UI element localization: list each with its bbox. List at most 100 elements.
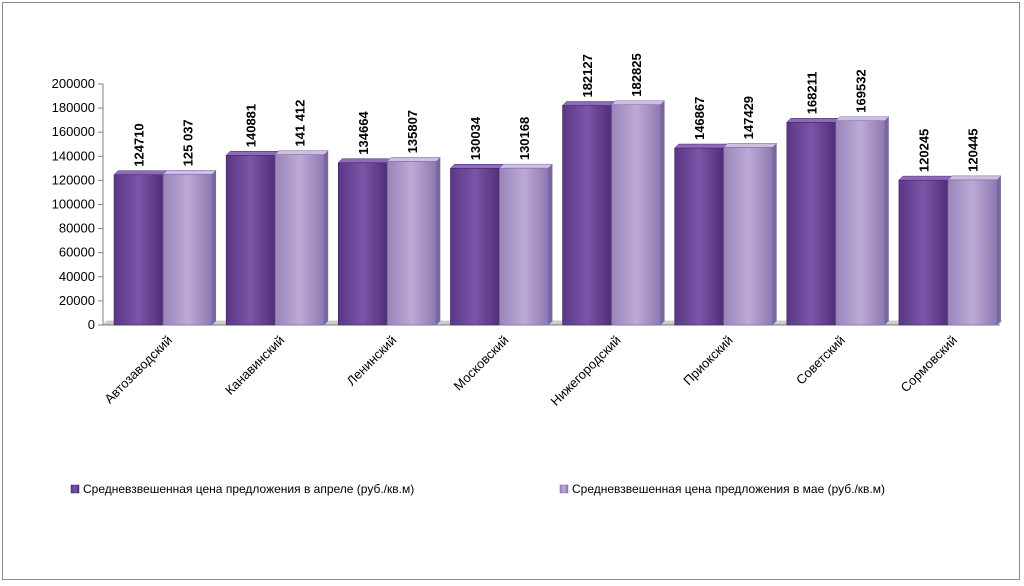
bar-side — [884, 116, 889, 325]
bar-top — [947, 175, 1002, 181]
x-tick-label: Автозаводский — [101, 333, 175, 407]
bar-front — [338, 162, 388, 326]
bar — [337, 158, 392, 326]
bar-top — [274, 150, 329, 155]
bar — [898, 175, 953, 326]
bar — [498, 163, 554, 326]
bar-top — [835, 116, 890, 121]
data-label: 125 037 — [181, 119, 196, 166]
bar-top — [610, 100, 666, 105]
y-tick-label: 120000 — [52, 172, 95, 187]
y-tick-label: 20000 — [59, 293, 95, 308]
bar-front — [947, 179, 998, 326]
bar-front — [611, 104, 661, 326]
x-tick-label: Советский — [793, 333, 848, 388]
x-axis: Автозаводский Канавинский Ленинский Московс… — [101, 333, 960, 409]
bar-front — [786, 122, 837, 326]
bar-front — [562, 105, 612, 326]
bar-front — [499, 167, 549, 326]
data-label: 120245 — [916, 129, 931, 172]
bar — [162, 170, 217, 326]
y-tick-label: 60000 — [59, 245, 95, 260]
bar-top — [225, 150, 280, 156]
bar-top — [786, 118, 841, 123]
bar-front — [274, 154, 325, 326]
bar — [386, 157, 441, 326]
data-label: 182127 — [580, 54, 595, 97]
bar-side — [996, 175, 1001, 325]
y-tick-label: 160000 — [52, 124, 95, 139]
data-label: 147429 — [741, 96, 756, 139]
data-label: 169532 — [853, 69, 868, 112]
y-tick-label: 180000 — [52, 100, 95, 115]
bar-front — [113, 174, 164, 326]
bar — [610, 100, 666, 326]
bar-front — [723, 147, 773, 326]
bar — [561, 101, 617, 326]
legend: Средневзвешенная цена предложения в апре… — [70, 482, 885, 496]
bar-side — [772, 143, 777, 325]
bar — [449, 164, 505, 326]
x-tick-label: Ленинский — [344, 333, 400, 389]
bar-side — [548, 164, 553, 325]
data-label: 130034 — [468, 116, 483, 160]
x-tick-label: Московский — [451, 333, 512, 394]
bar-top — [337, 158, 392, 163]
bar-top — [723, 143, 778, 148]
x-tick-label: Нижегородский — [548, 333, 624, 409]
data-label: 168211 — [804, 72, 819, 115]
bars-group — [113, 100, 1002, 326]
data-label: 141 412 — [293, 100, 308, 147]
data-label: 134664 — [356, 111, 371, 155]
bar-chart: 0 20000 40000 60000 80000 100000 120000 140000 1… — [52, 53, 1003, 496]
bar-front — [674, 147, 724, 326]
data-label: 146867 — [692, 97, 707, 140]
y-tick-label: 200000 — [52, 76, 95, 91]
bar — [947, 175, 1002, 326]
y-tick-label: 0 — [88, 317, 95, 332]
bar-top — [113, 170, 168, 175]
bar-top — [561, 101, 617, 106]
bar-side — [212, 170, 217, 325]
legend-swatch — [559, 484, 569, 494]
bar — [723, 143, 778, 326]
bar-top — [162, 170, 217, 175]
bar-top — [449, 164, 505, 169]
data-label: 120445 — [965, 128, 980, 171]
bar — [786, 118, 841, 326]
legend-swatch — [70, 484, 80, 494]
y-tick-label: 140000 — [52, 148, 95, 163]
data-label: 140881 — [244, 104, 259, 147]
bar-front — [835, 120, 886, 326]
bar-side — [324, 150, 329, 325]
bar — [674, 143, 729, 326]
bar-front — [162, 174, 213, 326]
x-tick-label: Канавинский — [222, 333, 287, 398]
y-tick-label: 80000 — [59, 221, 95, 236]
bar — [113, 170, 168, 326]
x-tick-label: Сормовский — [897, 333, 960, 396]
bar-top — [674, 143, 729, 149]
bar — [274, 150, 329, 326]
legend-item: Средневзвешенная цена предложения в апре… — [70, 482, 414, 496]
y-tick-label: 100000 — [52, 197, 95, 212]
legend-label: Средневзвешенная цена предложения в мае … — [572, 482, 885, 496]
data-label: 130168 — [517, 117, 532, 160]
bar-side — [660, 100, 665, 325]
x-tick-label: Приокский — [680, 333, 736, 389]
legend-item: Средневзвешенная цена предложения в мае … — [559, 482, 885, 496]
bar-top — [386, 157, 441, 162]
bar-front — [898, 179, 949, 326]
legend-label: Средневзвешенная цена предложения в апре… — [83, 482, 414, 496]
data-labels: 124710 125 037 140881 141 412 134664 135807 13… — [132, 53, 981, 172]
bar-front — [225, 154, 276, 326]
bar-top — [898, 175, 953, 181]
y-tick-label: 40000 — [59, 269, 95, 284]
bar-top — [498, 163, 554, 169]
bar — [225, 150, 280, 326]
data-label: 182825 — [629, 53, 644, 96]
bar-side — [436, 157, 441, 325]
bar-front — [387, 161, 437, 326]
data-label: 135807 — [405, 110, 420, 153]
